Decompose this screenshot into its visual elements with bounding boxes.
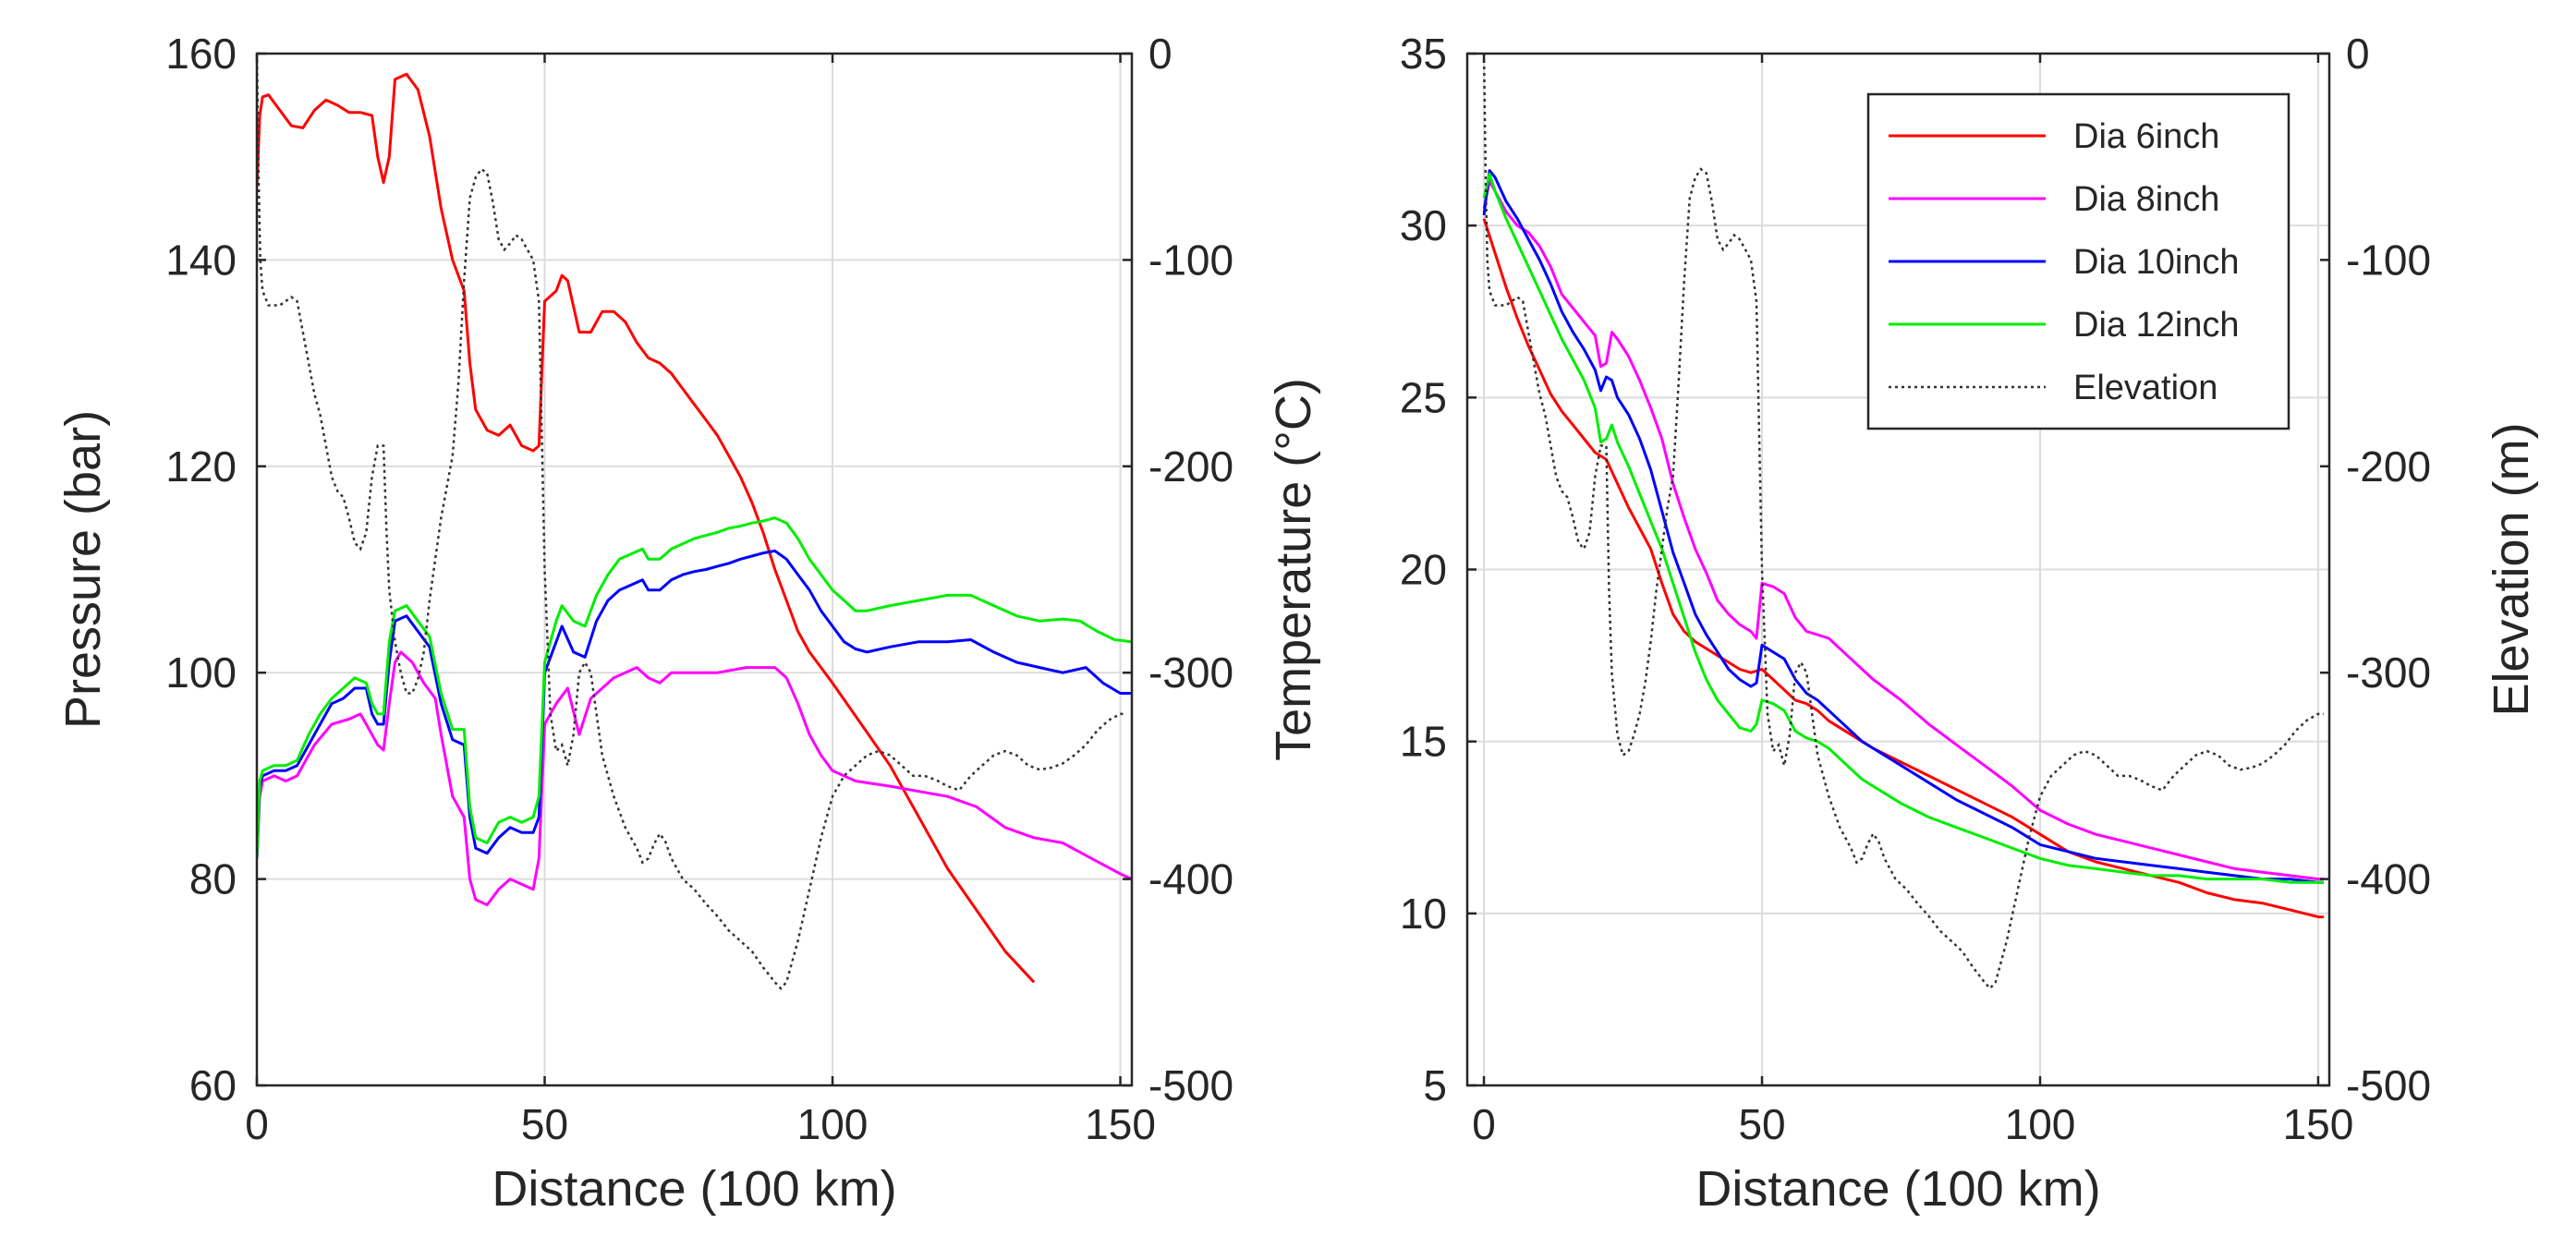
legend: Dia 6inch Dia 8inch Dia 10inch Dia 12inch El…	[1866, 92, 2290, 430]
series-line-dia-10inch	[257, 549, 1132, 859]
x-axis-label: Distance (100 km)	[1695, 1161, 2100, 1217]
y-axis-label: Temperature (°C)	[1266, 378, 1321, 761]
x-axis-label: Distance (100 km)	[492, 1161, 896, 1217]
chart-2: 0 50 100 150 5 10 15 20 25 30 35 -500 -400 -300 -200 -1…	[1266, 30, 2539, 1217]
series-line-elevation	[1482, 54, 2324, 990]
y2-tick-label: -300	[2346, 648, 2431, 697]
y-tick-label: 80	[189, 855, 237, 903]
y2-tick-label: -500	[1148, 1061, 1233, 1109]
y-tick-label: 20	[1400, 546, 1447, 594]
x-tick-label: 0	[245, 1100, 269, 1148]
y-tick-label: 10	[1400, 890, 1447, 938]
y-tick-label: 5	[1423, 1061, 1447, 1109]
y-tick-label: 30	[1400, 201, 1447, 249]
y-tick-label: 120	[165, 442, 237, 491]
y-tick-label: 25	[1400, 373, 1447, 421]
x-tick-label: 100	[2005, 1100, 2076, 1148]
y2-tick-label: -300	[1148, 648, 1233, 697]
series-line-dia-12inch	[257, 516, 1132, 859]
x-tick-label: 150	[1085, 1100, 1156, 1148]
series-line-dia-6inch	[1482, 218, 2324, 919]
x-tick-label: 100	[797, 1100, 869, 1148]
series-group	[1482, 54, 2324, 990]
y2-tick-label: -200	[1148, 442, 1233, 491]
y2-tick-label: 0	[1148, 30, 1173, 78]
y-axis-label: Pressure (bar)	[55, 410, 111, 729]
series-line-dia-12inch	[1482, 172, 2324, 884]
series-line-elevation	[257, 54, 1126, 990]
y2-tick-label: -400	[1148, 855, 1233, 903]
legend-label: Dia 8inch	[2073, 180, 2219, 219]
y2-tick-label: -100	[2346, 236, 2431, 284]
legend-label: Dia 10inch	[2073, 243, 2240, 282]
x-tick-label: 0	[1472, 1100, 1496, 1148]
series-line-dia-8inch	[1482, 179, 2324, 881]
y-tick-label: 60	[189, 1061, 237, 1109]
x-tick-label: 50	[1738, 1100, 1785, 1148]
y-tick-label: 35	[1400, 30, 1447, 78]
axes-frame	[255, 52, 1134, 1087]
y-tick-label: 160	[165, 30, 237, 78]
y2-tick-label: -400	[2346, 855, 2431, 903]
legend-label: Dia 12inch	[2073, 306, 2240, 345]
y2-tick-label: -500	[2346, 1061, 2431, 1109]
legend-label: Dia 6inch	[2073, 117, 2219, 156]
legend-label: Elevation	[2073, 369, 2218, 407]
y2-tick-label: 0	[2346, 30, 2370, 78]
y-tick-label: 15	[1400, 718, 1447, 766]
x-tick-label: 150	[2283, 1100, 2354, 1148]
series-line-dia-6inch	[257, 72, 1036, 984]
y2-tick-label: -200	[2346, 442, 2431, 491]
x-tick-label: 50	[521, 1100, 568, 1148]
chart-1: 0 50 100 150 60 80 100 120 140 160 -500 -400 -300 -20…	[55, 30, 1233, 1217]
y2-tick-label: -100	[1148, 236, 1233, 284]
series-line-dia-10inch	[1482, 169, 2324, 884]
y2-axis-label: Elevation (m)	[2484, 422, 2539, 716]
y-tick-label: 140	[165, 236, 237, 284]
series-group	[257, 54, 1132, 990]
y-tick-label: 100	[165, 648, 237, 697]
